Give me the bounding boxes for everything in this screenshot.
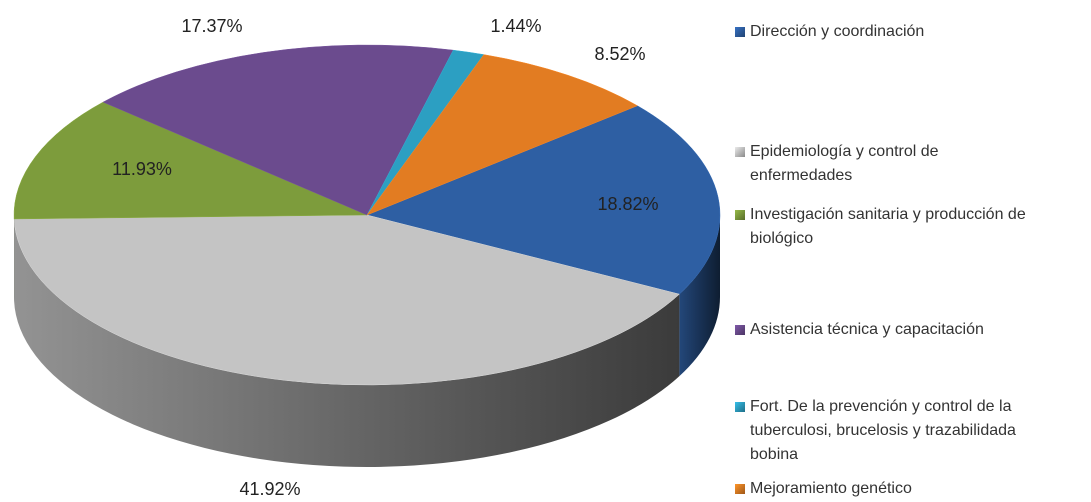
legend-item: Asistencia técnica y capacitación <box>735 318 1075 342</box>
legend-item: Fort. De la prevención y control de la t… <box>735 395 1045 467</box>
legend-swatch <box>735 402 745 412</box>
slice-top <box>102 44 454 216</box>
legend-label: Dirección y coordinación <box>750 23 925 40</box>
pie-slice <box>366 54 638 216</box>
legend-label: Asistencia técnica y capacitación <box>750 321 984 338</box>
pie-slice <box>366 105 721 377</box>
slice-top <box>13 214 680 386</box>
legend-item: Investigación sanitaria y producción de … <box>735 203 1085 251</box>
pie-slice <box>13 214 680 467</box>
data-label: 17.37% <box>181 16 242 36</box>
legend-label: Mejoramiento genético <box>750 480 912 497</box>
legend-label: Epidemiología y control de enfermedades <box>750 143 939 184</box>
legend-swatch <box>735 325 745 335</box>
pie-area: 18.82% 41.92% 11.93% 17.37% 1.44% 8.52% <box>13 16 721 499</box>
legend-swatch <box>735 484 745 494</box>
data-label: 8.52% <box>594 44 645 64</box>
legend-label: Investigación sanitaria y producción de … <box>750 206 1026 247</box>
slice-top <box>366 54 638 216</box>
pie-slice <box>102 44 454 216</box>
data-label: 41.92% <box>239 479 300 499</box>
legend-label: Fort. De la prevención y control de la t… <box>750 398 1016 463</box>
legend-item: Mejoramiento genético <box>735 477 1075 501</box>
pie-slice <box>13 101 368 301</box>
slice-top <box>366 105 721 295</box>
data-label: 1.44% <box>490 16 541 36</box>
legend-swatch <box>735 210 745 220</box>
legend-swatch <box>735 27 745 37</box>
slice-side <box>679 215 720 377</box>
legend-item: Dirección y coordinación <box>735 20 1075 44</box>
legend-swatch <box>735 147 745 157</box>
legend-item: Epidemiología y control de enfermedades <box>735 140 980 188</box>
slice-side <box>14 218 680 467</box>
data-label: 11.93% <box>112 159 172 179</box>
data-label: 18.82% <box>597 194 658 214</box>
slice-top <box>13 101 368 220</box>
